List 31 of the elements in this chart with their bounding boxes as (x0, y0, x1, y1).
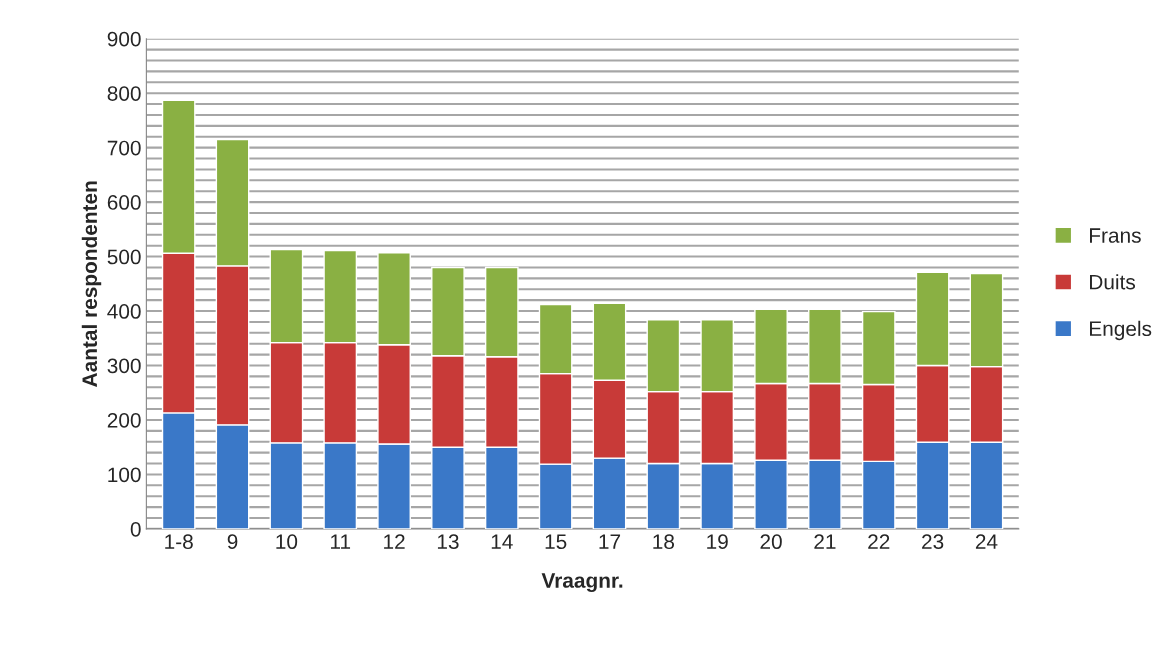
x-tick-label: 23 (922, 534, 944, 550)
y-axis-title: Aantal respondenten (81, 181, 102, 387)
x-tick-label: 18 (653, 534, 675, 550)
x-tick-label: 13 (437, 534, 459, 550)
y-tick-label: 800 (107, 86, 141, 101)
y-tick-label: 700 (107, 140, 141, 156)
x-tick-label: 10 (276, 534, 298, 550)
x-tick-label: 15 (545, 534, 567, 550)
y-tick-label: 0 (130, 521, 141, 537)
x-tick-label: 22 (868, 534, 890, 549)
x-tick-label: 9 (227, 534, 238, 550)
x-axis-title: Vraagnr. (541, 573, 623, 593)
y-tick-label: 200 (107, 412, 141, 428)
legend-label: Frans (1090, 228, 1141, 243)
legend-label: Engels (1090, 320, 1152, 341)
y-tick-label: 900 (107, 31, 141, 47)
x-tick-label: 19 (707, 534, 728, 550)
x-tick-label: 24 (975, 534, 998, 549)
y-tick-label: 100 (108, 467, 141, 483)
x-tick-label: 17 (599, 534, 621, 549)
x-tick-label: 11 (331, 534, 351, 549)
x-tick-label: 14 (491, 534, 513, 549)
y-tick-label: 500 (107, 249, 141, 265)
x-tick-label: 12 (384, 534, 405, 549)
x-tick-label: 21 (814, 534, 836, 549)
y-tick-label: 400 (107, 304, 141, 319)
y-tick-label: 300 (107, 358, 141, 374)
y-tick-label: 600 (107, 195, 141, 210)
legend-label: Duits (1090, 274, 1136, 290)
x-tick-label: 1-8 (165, 534, 193, 550)
x-tick-label: 20 (760, 534, 782, 550)
